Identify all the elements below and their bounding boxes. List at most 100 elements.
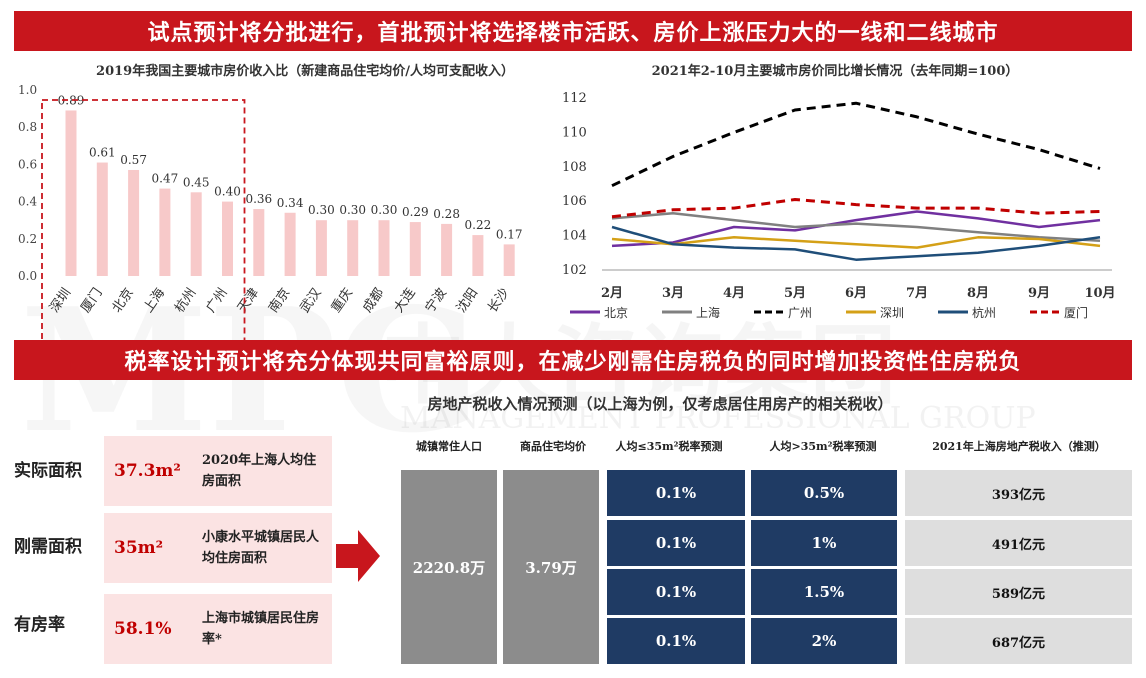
bar-value-label: 0.89 — [58, 93, 85, 107]
bar-value-label: 0.30 — [339, 203, 366, 217]
revenue-cell: 491亿元 — [905, 520, 1132, 566]
bar — [96, 162, 108, 276]
ownership-value: 58.1% — [114, 619, 172, 639]
bar-value-label: 0.36 — [245, 192, 272, 206]
y-tick-label: 0.4 — [18, 195, 37, 209]
actual-area-desc: 2020年上海人均住房面积 — [202, 453, 317, 489]
high-rate-cell: 1% — [751, 520, 897, 566]
x-tick-label: 大连 — [391, 285, 419, 315]
low-rate-cell: 0.1% — [607, 569, 745, 615]
actual-area-box: 37.3m² 2020年上海人均住房面积 — [104, 436, 332, 506]
table-header-price: 商品住宅均价 — [520, 440, 586, 453]
watermark-en: MANAGEMENT PROFESSIONAL GROUP — [400, 401, 1036, 436]
low-rate-cell: 0.1% — [607, 618, 745, 664]
x-tick-label: 南京 — [265, 285, 293, 315]
y-tick-label: 106 — [562, 194, 587, 209]
bar — [378, 220, 390, 276]
right-arrow-icon — [336, 530, 380, 582]
bar-value-label: 0.30 — [308, 203, 335, 217]
high-rate-cell: 0.5% — [751, 470, 897, 516]
bar-value-label: 0.29 — [402, 205, 429, 219]
mid-banner: 税率设计预计将充分体现共同富裕原则，在减少刚需住房税负的同时增加投资性住房税负 — [14, 340, 1132, 380]
line-chart-title-text: 2021年2-10月主要城市房价同比增长情况（去年同期=100） — [651, 64, 1019, 79]
bar — [65, 110, 77, 277]
y-tick-label: 1.0 — [18, 83, 37, 97]
series-line — [611, 210, 1101, 248]
bar-value-label: 0.57 — [120, 153, 147, 167]
y-tick-label: 0.6 — [18, 157, 37, 171]
x-tick-label: 厦门 — [78, 286, 105, 316]
top-banner: 试点预计将分批进行，首批预计将选择楼市活跃、房价上涨压力大的一线和二线城市 — [14, 11, 1132, 51]
bar — [315, 220, 327, 276]
bar — [190, 192, 202, 276]
x-tick-label: 长沙 — [485, 286, 512, 316]
series-line — [611, 101, 1101, 188]
series-line — [611, 211, 1101, 243]
row-label-need: 刚需面积 — [14, 537, 82, 557]
table-header-low-rate: 人均≤35m²税率预测 — [615, 440, 723, 453]
x-tick-label: 10月 — [1084, 286, 1115, 301]
series-line — [611, 236, 1101, 249]
x-tick-label: 8月 — [967, 286, 989, 301]
x-tick-label: 7月 — [906, 286, 928, 301]
bar — [441, 223, 453, 276]
x-tick-label: 北京 — [110, 286, 137, 316]
low-rate-cell: 0.1% — [607, 520, 745, 566]
x-tick-label: 3月 — [662, 286, 684, 301]
bar — [409, 222, 421, 276]
bar-value-label: 0.34 — [277, 196, 304, 210]
x-tick-label: 4月 — [723, 286, 745, 301]
y-tick-label: 0.0 — [18, 269, 37, 283]
bar-value-label: 0.45 — [183, 175, 210, 189]
price-cell: 3.79万 — [503, 470, 599, 664]
x-tick-label: 5月 — [784, 286, 806, 301]
need-area-value: 35m² — [114, 538, 164, 558]
x-tick-label: 成都 — [360, 286, 387, 316]
revenue-cell: 589亿元 — [905, 569, 1132, 615]
bar-chart: 0.0 0.2 0.4 0.6 0.8 1.0 0.89 深圳 0.61 厦门 0.57 北京 0.47… — [18, 83, 523, 342]
bar-value-label: 0.47 — [152, 172, 179, 186]
line-chart-title: 2021年2-10月主要城市房价同比增长情况（去年同期=100） — [600, 60, 1070, 83]
high-rate-cell: 1.5% — [751, 569, 897, 615]
x-tick-label: 天津 — [235, 286, 262, 316]
need-area-desc: 小康水平城镇居民人均住房面积 — [202, 530, 320, 566]
x-tick-label: 广州 — [204, 286, 231, 316]
y-tick-label: 0.2 — [18, 232, 37, 246]
x-tick-label: 2月 — [601, 286, 623, 301]
high-rate-cell: 2% — [751, 618, 897, 664]
low-rate-cell: 0.1% — [607, 470, 745, 516]
x-tick-label: 深圳 — [47, 286, 74, 316]
bar-chart-title-text: 2019年我国主要城市房价收入比（新建商品住宅均价/人均可支配收入） — [96, 64, 514, 79]
x-tick-label: 6月 — [845, 286, 867, 301]
revenue-cell: 393亿元 — [905, 470, 1132, 516]
bar-value-label: 0.40 — [214, 185, 241, 199]
table-header-revenue: 2021年上海房地产税收入（推测） — [932, 440, 1106, 453]
bar — [284, 212, 296, 276]
ownership-desc: 上海市城镇居民住房率* — [202, 611, 320, 647]
bar — [503, 244, 515, 276]
bar-value-label: 0.17 — [496, 227, 523, 241]
y-tick-label: 110 — [562, 125, 587, 140]
bar-value-label: 0.30 — [371, 203, 398, 217]
legend-label: 深圳 — [880, 306, 904, 320]
x-tick-label: 武汉 — [297, 286, 324, 316]
bar-value-label: 0.28 — [433, 207, 460, 221]
x-tick-label: 重庆 — [328, 285, 356, 315]
table-header-population: 城镇常住人口 — [416, 440, 482, 453]
row-label-ownership: 有房率 — [14, 615, 65, 635]
x-tick-label: 宁波 — [422, 285, 450, 315]
x-tick-label: 上海 — [141, 286, 168, 316]
bar-chart-title: 2019年我国主要城市房价收入比（新建商品住宅均价/人均可支配收入） — [60, 60, 550, 83]
table-title: 房地产税收入情况预测（以上海为例，仅考虑居住用房产的相关税收） — [427, 395, 893, 413]
ownership-box: 58.1% 上海市城镇居民住房率* — [104, 594, 332, 664]
y-tick-label: 0.8 — [18, 120, 37, 134]
bar — [347, 220, 359, 276]
y-tick-label: 104 — [562, 229, 587, 244]
legend-label: 北京 — [604, 306, 628, 320]
bar — [128, 169, 140, 276]
bar — [222, 201, 233, 276]
x-tick-label: 沈阳 — [454, 286, 481, 316]
revenue-cell: 687亿元 — [905, 618, 1132, 664]
legend-label: 上海 — [696, 305, 720, 320]
bar-value-label: 0.61 — [89, 146, 116, 160]
